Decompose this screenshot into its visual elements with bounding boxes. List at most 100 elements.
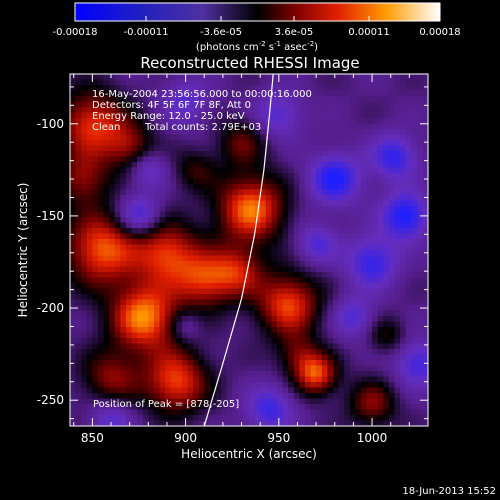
heatmap-cell <box>165 167 172 174</box>
heatmap-cell <box>221 173 228 180</box>
heatmap-cell <box>260 112 267 119</box>
heatmap-cell <box>86 338 93 345</box>
heatmap-cell <box>411 96 418 103</box>
heatmap-cell <box>416 151 423 158</box>
heatmap-cell <box>232 96 239 103</box>
heatmap-cell <box>276 294 284 301</box>
heatmap-cell <box>243 112 250 119</box>
heatmap-cell <box>153 85 161 92</box>
heatmap-cell <box>332 140 340 147</box>
heatmap-cell <box>221 349 228 356</box>
heatmap-cell <box>114 244 121 251</box>
heatmap-cell <box>276 239 284 246</box>
heatmap-cell <box>92 178 99 185</box>
heatmap-cell <box>288 332 295 339</box>
heatmap-cell <box>81 261 88 268</box>
heatmap-cell <box>204 151 211 158</box>
heatmap-cell <box>75 140 82 147</box>
y-tick-label: -150 <box>37 209 64 223</box>
heatmap-cell <box>221 244 228 251</box>
heatmap-cell <box>153 79 161 86</box>
heatmap-cell <box>327 294 334 301</box>
heatmap-cell <box>310 250 317 257</box>
heatmap-cell <box>148 184 155 191</box>
heatmap-cell <box>344 376 351 383</box>
heatmap-cell <box>70 255 77 262</box>
heatmap-cell <box>400 349 407 356</box>
heatmap-cell <box>176 382 183 389</box>
heatmap-cell <box>304 156 312 163</box>
heatmap-cell <box>209 365 217 372</box>
heatmap-cell <box>204 211 211 218</box>
heatmap-cell <box>321 107 328 114</box>
heatmap-cell <box>338 90 345 97</box>
heatmap-cell <box>221 343 228 350</box>
heatmap-cell <box>232 250 239 257</box>
heatmap-cell <box>137 217 144 224</box>
heatmap-cell <box>159 310 166 317</box>
heatmap-cell <box>92 107 99 114</box>
heatmap-cell <box>293 156 300 163</box>
heatmap-cell <box>243 228 250 235</box>
heatmap-cell <box>75 211 82 218</box>
heatmap-cell <box>310 349 317 356</box>
heatmap-cell <box>377 327 384 334</box>
heatmap-cell <box>265 420 272 426</box>
heatmap-cell <box>321 167 328 174</box>
heatmap-cell <box>86 101 93 108</box>
heatmap-cell <box>114 211 121 218</box>
heatmap-cell <box>332 387 340 394</box>
heatmap-cell <box>260 332 267 339</box>
heatmap-cell <box>260 107 267 114</box>
heatmap-cell <box>237 217 244 224</box>
heatmap-cell <box>260 233 267 240</box>
heatmap-cell <box>349 96 356 103</box>
heatmap-cell <box>293 376 300 383</box>
x-tick-label: 950 <box>267 431 290 445</box>
y-tick-label: -100 <box>37 117 64 131</box>
heatmap-cell <box>372 299 379 306</box>
heatmap-cell <box>221 321 228 328</box>
heatmap-cell <box>332 156 340 163</box>
heatmap-cell <box>299 107 306 114</box>
heatmap-cell <box>92 354 99 361</box>
heatmap-cell <box>148 211 155 218</box>
heatmap-cell <box>321 90 328 97</box>
heatmap-cell <box>288 189 295 196</box>
heatmap-cell <box>349 409 356 416</box>
heatmap-cell <box>260 206 267 213</box>
heatmap-cell <box>304 178 312 185</box>
heatmap-cell <box>388 239 396 246</box>
heatmap-cell <box>249 217 256 224</box>
heatmap-cell <box>355 327 362 334</box>
heatmap-cell <box>81 134 88 141</box>
heatmap-cell <box>293 349 300 356</box>
heatmap-cell <box>170 206 177 213</box>
heatmap-cell <box>321 189 328 196</box>
heatmap-cell <box>215 156 222 163</box>
heatmap-cell <box>388 266 396 273</box>
heatmap-cell <box>204 156 211 163</box>
heatmap-cell <box>260 409 267 416</box>
heatmap-cell <box>103 272 110 279</box>
heatmap-cell <box>187 140 194 147</box>
heatmap-cell <box>260 393 267 400</box>
heatmap-cell <box>153 239 161 246</box>
heatmap-cell <box>288 398 295 405</box>
heatmap-cell <box>159 338 166 345</box>
heatmap-cell <box>109 343 116 350</box>
heatmap-cell <box>237 365 244 372</box>
heatmap-cell <box>97 277 105 284</box>
heatmap-cell <box>411 156 418 163</box>
heatmap-cell <box>411 123 418 130</box>
heatmap-cell <box>176 184 183 191</box>
heatmap-cell <box>288 321 295 328</box>
heatmap-cell <box>338 206 345 213</box>
heatmap-cell <box>372 112 379 119</box>
heatmap-cell <box>310 365 317 372</box>
heatmap-cell <box>142 316 149 323</box>
heatmap-cell <box>254 310 261 317</box>
heatmap-cell <box>394 283 401 290</box>
heatmap-cell <box>366 283 373 290</box>
